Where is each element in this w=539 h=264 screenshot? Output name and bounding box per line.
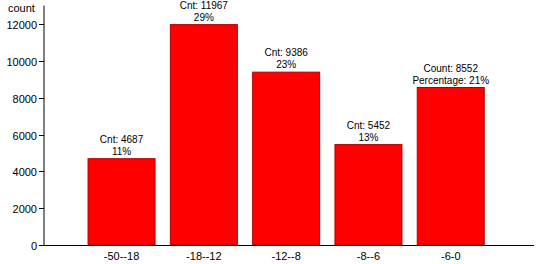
x-axis xyxy=(44,245,534,246)
data-label: Count: 8552 xyxy=(424,63,479,74)
x-tick-label: -12--8 xyxy=(271,250,300,262)
bar xyxy=(170,25,237,245)
x-tick-label: -8--6 xyxy=(357,250,380,262)
x-tick-label: -50--18 xyxy=(104,250,139,262)
y-tick-label: 10000 xyxy=(6,56,37,68)
y-tick-label: 2000 xyxy=(13,203,37,215)
percentage-label: 29% xyxy=(194,12,214,23)
percentage-label: 11% xyxy=(112,146,131,157)
y-tick xyxy=(39,24,44,25)
y-axis xyxy=(44,6,45,245)
x-tick-label: -6-0 xyxy=(441,250,461,262)
y-tick-label: 4000 xyxy=(13,166,37,178)
chart: 0 2000 4000 6000 8000 10000 12000 count -50--18 -… xyxy=(0,0,539,264)
data-label: Cnt: 11967 xyxy=(180,0,229,11)
x-tick-label: -18--12 xyxy=(186,250,221,262)
y-tick xyxy=(39,171,44,172)
percentage-label: 13% xyxy=(358,132,378,143)
y-tick xyxy=(39,135,44,136)
data-label: Cnt: 9386 xyxy=(264,47,308,58)
data-label: Cnt: 5452 xyxy=(347,120,391,131)
y-tick xyxy=(39,208,44,209)
y-tick-label: 0 xyxy=(31,240,37,252)
y-tick-label: 6000 xyxy=(13,130,37,142)
percentage-label: 23% xyxy=(276,59,296,70)
y-tick-label: 8000 xyxy=(13,93,37,105)
bars xyxy=(88,25,484,245)
bar xyxy=(253,72,320,245)
bar xyxy=(417,88,484,245)
y-tick-label: 12000 xyxy=(6,19,37,31)
y-tick xyxy=(39,61,44,62)
percentage-label: Percentage: 21% xyxy=(412,75,489,86)
y-axis-label: count xyxy=(8,2,35,14)
y-tick xyxy=(39,245,44,246)
bar xyxy=(335,145,402,245)
bar xyxy=(88,159,155,245)
y-tick xyxy=(39,98,44,99)
data-label: Cnt: 4687 xyxy=(100,134,144,145)
